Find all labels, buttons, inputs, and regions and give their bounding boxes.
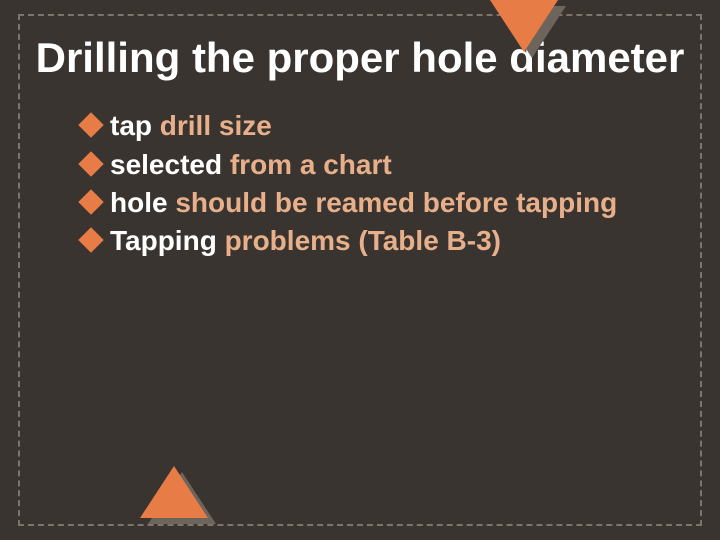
bullet-bold: selected — [110, 149, 222, 180]
triangle-bottom-icon — [140, 466, 208, 518]
bullet-list: tap drill sizeselected from a charthole … — [82, 108, 654, 260]
bullet-item: tap drill size — [82, 108, 654, 144]
bullet-text: tap drill size — [110, 108, 272, 144]
bullet-text: hole should be reamed before tapping — [110, 185, 617, 221]
bullet-item: hole should be reamed before tapping — [82, 185, 654, 221]
slide: Drilling the proper hole diameter tap dr… — [0, 0, 720, 540]
bullet-bold: hole — [110, 187, 168, 218]
triangle-top-icon — [490, 0, 558, 52]
bullet-text: Tapping problems (Table B-3) — [110, 223, 501, 259]
bullet-item: selected from a chart — [82, 147, 654, 183]
bullet-item: Tapping problems (Table B-3) — [82, 223, 654, 259]
dashed-border — [18, 14, 702, 526]
bullet-rest: drill size — [152, 110, 272, 141]
slide-title: Drilling the proper hole diameter — [18, 34, 702, 82]
bullet-bold: Tapping — [110, 225, 217, 256]
bullet-bold: tap — [110, 110, 152, 141]
diamond-bullet-icon — [78, 189, 103, 214]
bullet-rest: from a chart — [222, 149, 392, 180]
bullet-text: selected from a chart — [110, 147, 392, 183]
diamond-bullet-icon — [78, 113, 103, 138]
bullet-rest: should be reamed before tapping — [168, 187, 618, 218]
bullet-rest: problems (Table B-3) — [217, 225, 501, 256]
diamond-bullet-icon — [78, 228, 103, 253]
diamond-bullet-icon — [78, 151, 103, 176]
